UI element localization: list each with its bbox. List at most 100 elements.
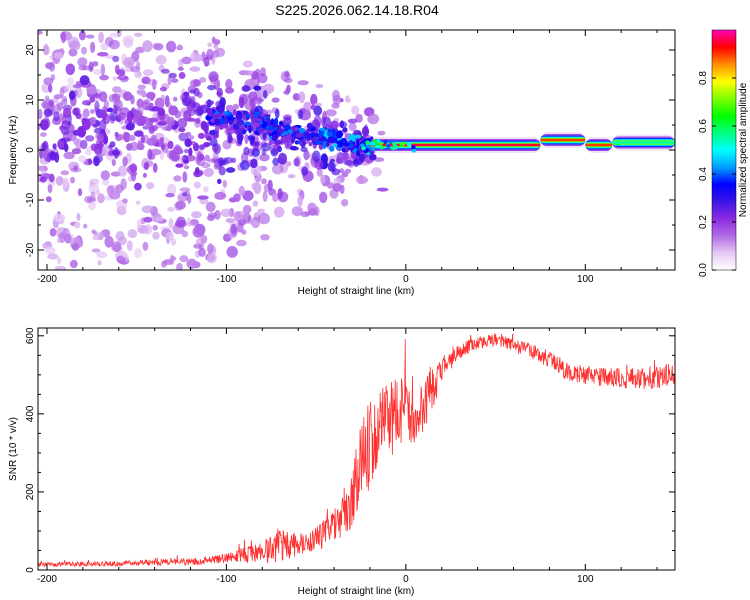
colorbar-label: Normalized spectral amplitude: [738, 82, 749, 217]
spectrogram-cell: [109, 110, 118, 122]
spectrogram-cell: [90, 191, 96, 201]
spectrogram-cell: [80, 139, 88, 150]
spectrogram-cell: [308, 141, 313, 147]
spectrogram-cell: [289, 145, 298, 151]
spectrogram-cell: [140, 134, 145, 144]
spectrogram-cell: [313, 115, 322, 127]
spectrogram-cell: [243, 146, 250, 156]
spectrogram-cell: [159, 86, 168, 92]
spectrogram-cell: [47, 184, 53, 194]
spectrogram-cell: [174, 220, 187, 228]
spectrogram-cell: [152, 231, 160, 240]
spectrogram-y-axis: 20 10 0 -10 -20: [25, 44, 675, 257]
spectrogram-cell: [277, 145, 282, 153]
spectrogram-cell: [166, 231, 174, 241]
spectrogram-cell: [197, 195, 209, 200]
spectrogram-cell: [117, 112, 127, 121]
figure-title: S225.2026.062.14.18.R04: [275, 2, 439, 18]
spectrogram-cell: [49, 228, 57, 237]
spectrogram-cell: [242, 60, 253, 68]
spectrogram-cell: [101, 179, 110, 186]
snr-panel: -200 -100 0 100 600 400 200 0 Height of straig…: [8, 327, 676, 597]
spectrogram-cell: [108, 190, 121, 200]
spectrogram-cell: [134, 182, 142, 191]
spectrogram-cell: [225, 167, 236, 173]
spectrogram-cell: [68, 124, 75, 133]
spectrogram-cell: [94, 93, 100, 99]
spectrogram-cell: [224, 87, 235, 94]
spectrogram-cell: [341, 199, 349, 207]
spectrogram-cell: [227, 132, 232, 144]
spectrogram-cell: [236, 239, 247, 247]
spectrogram-cell: [259, 153, 270, 162]
colorbar-gradient: [712, 30, 736, 270]
spectrogram-cell: [225, 104, 234, 112]
spectrogram-cell: [343, 160, 354, 166]
spectrogram-cell: [217, 178, 222, 185]
spectrogram-cell: [86, 86, 97, 95]
spectrogram-cell: [171, 155, 180, 162]
spectrogram-cell: [376, 139, 381, 144]
spectrogram-cell: [176, 262, 183, 270]
spectrogram-cell: [93, 69, 102, 75]
spectrogram-cell: [183, 165, 190, 170]
spectrogram-cell: [117, 165, 128, 177]
spectrogram-cell: [307, 202, 317, 214]
spectrogram-cell: [288, 136, 293, 140]
spectrogram-x-axis: -200 -100 0 100: [37, 30, 658, 285]
colorbar-tick-label: 0.8: [698, 71, 709, 85]
spectrogram-cell: [341, 148, 346, 153]
spectrogram-cell: [63, 151, 75, 160]
spectrogram-cell: [90, 109, 95, 114]
spectrogram-cell: [197, 132, 205, 139]
spectrogram-cell: [373, 157, 385, 162]
spectrogram-cell: [77, 57, 88, 67]
spectrogram-cell: [112, 86, 122, 93]
spectrogram-cell: [223, 157, 234, 164]
spectrogram-cell: [353, 158, 360, 167]
spectrogram-cell: [411, 148, 417, 153]
spectrogram-cell: [56, 238, 62, 243]
spectrogram-cell: [358, 153, 365, 163]
spectrogram-cell: [230, 114, 234, 119]
spectrogram-cell: [89, 178, 100, 185]
spectrogram-cell: [167, 140, 174, 150]
spectrogram-y-tick-label: -10: [25, 192, 36, 207]
spectrogram-cell: [259, 121, 263, 125]
spectrogram-cell: [244, 121, 252, 126]
spectrogram-cell: [251, 217, 260, 229]
spectrogram-cell: [287, 129, 293, 135]
spectrogram-cell: [271, 97, 280, 103]
spectrogram-cell: [178, 132, 188, 142]
spectrogram-cell: [112, 76, 118, 81]
spectrogram-cell: [213, 114, 219, 119]
spectrogram-cell: [243, 70, 254, 76]
spectrogram-cell: [148, 102, 154, 109]
spectrogram-cell: [48, 100, 55, 108]
spectrogram-cell: [327, 131, 333, 137]
spectrogram-cell: [332, 183, 342, 192]
spectrogram-cell: [174, 201, 184, 211]
spectrogram-x-label: Height of straight line (km): [298, 286, 415, 297]
spectrogram-cell: [179, 255, 189, 263]
spectrogram-cell: [185, 131, 192, 136]
spectrogram-cell: [297, 140, 301, 144]
spectrogram-cell: [236, 210, 249, 219]
spectrogram-cell: [371, 141, 376, 146]
spectrogram-cell: [253, 85, 262, 91]
spectrogram-cell: [369, 153, 377, 161]
spectrogram-cell: [109, 141, 116, 148]
spectrogram-cell: [371, 167, 382, 177]
spectrogram-cell: [100, 63, 106, 76]
spectrogram-cell: [45, 148, 52, 154]
spectrogram-cell: [222, 123, 229, 129]
spectrogram-cell: [263, 89, 268, 99]
colorbar-tick-label: 0.6: [698, 119, 709, 133]
spectrogram-cell: [136, 143, 145, 151]
spectrogram-cell: [59, 87, 65, 97]
spectrogram-cell: [38, 165, 45, 171]
spectrogram-cell: [53, 52, 64, 59]
spectrogram-cell: [222, 179, 228, 188]
spectrogram-cell: [90, 41, 96, 54]
spectrogram-cell: [329, 145, 335, 152]
